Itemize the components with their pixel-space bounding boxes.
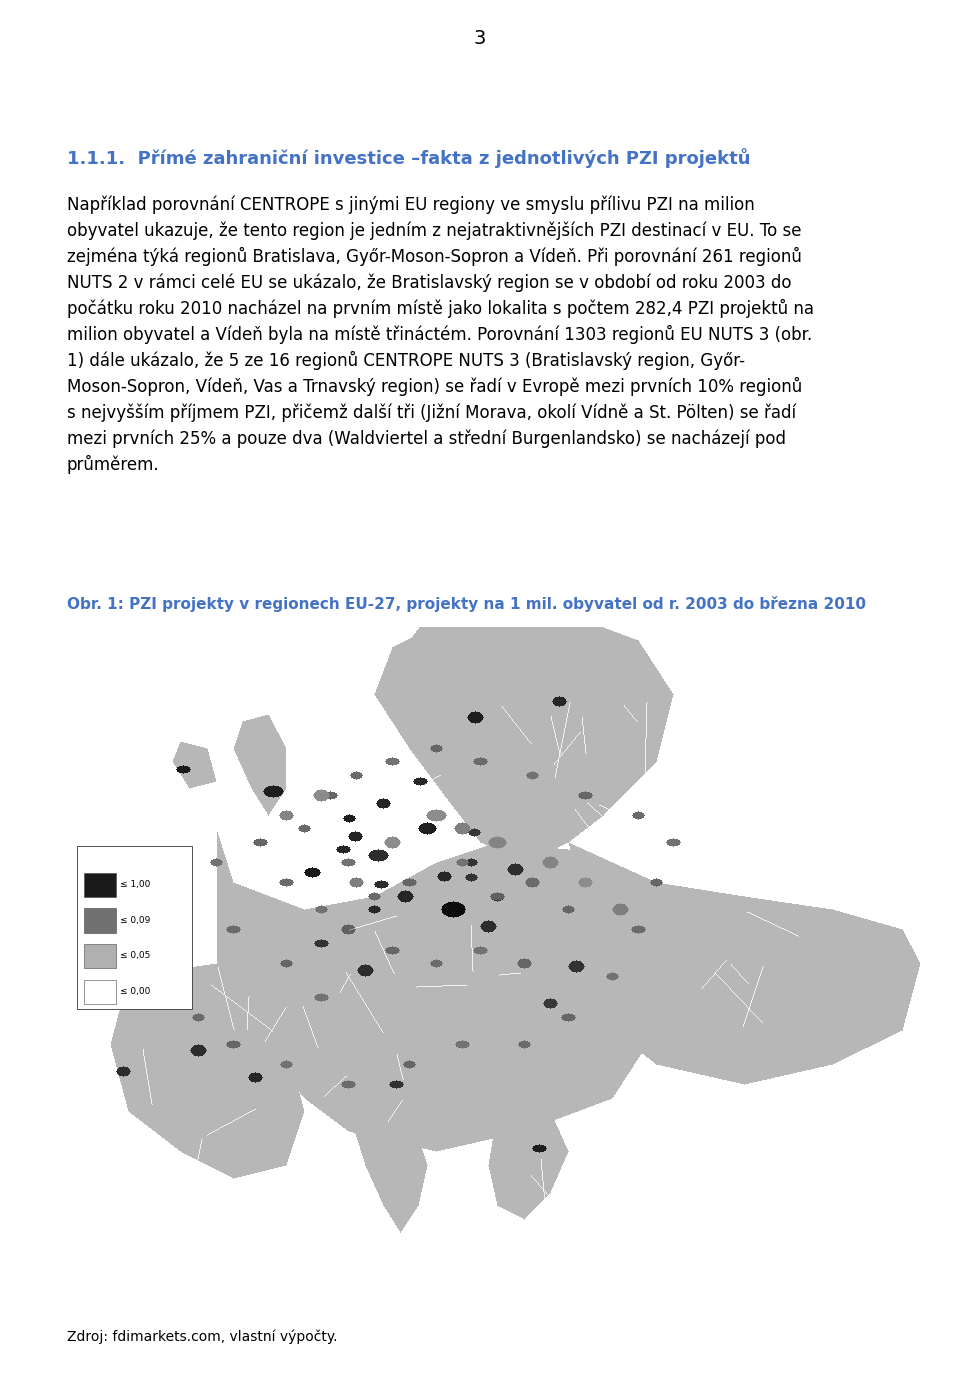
Text: Například porovnání CENTROPE s jinými EU regiony ve smyslu přílivu PZI na milion: Například porovnání CENTROPE s jinými EU… [67,195,755,213]
Text: Zdroj: fdimarkets.com, vlastní výpočty.: Zdroj: fdimarkets.com, vlastní výpočty. [67,1330,338,1344]
Text: 3: 3 [474,29,486,48]
Text: průměrem.: průměrem. [67,454,159,474]
Bar [84,980,116,1004]
Text: Moson-Sopron, Vídeň, Vas a Trnavský region) se řadí v Evropě mezi prvních 10% re: Moson-Sopron, Vídeň, Vas a Trnavský regi… [67,378,803,395]
Text: mezi prvních 25% a pouze dva (Waldviertel a střední Burgenlandsko) se nacházejí : mezi prvních 25% a pouze dva (Waldvierte… [67,428,786,448]
Text: NUTS 2 v rámci celé EU se ukázalo, že Bratislavský region se v období od roku 20: NUTS 2 v rámci celé EU se ukázalo, že Br… [67,273,791,291]
Bar [84,873,116,897]
Bar [77,846,192,1009]
Text: milion obyvatel a Vídeň byla na místě třináctém. Porovnání 1303 regionů EU NUTS : milion obyvatel a Vídeň byla na místě tř… [67,325,812,345]
Text: 1) dále ukázalo, že 5 ze 16 regionů CENTROPE NUTS 3 (Bratislavský region, Győr-: 1) dále ukázalo, že 5 ze 16 regionů CENT… [67,351,745,371]
Text: počátku roku 2010 nacházel na prvním místě jako lokalita s počtem 282,4 PZI proj: počátku roku 2010 nacházel na prvním mís… [67,299,814,319]
Text: ≤ 0,05: ≤ 0,05 [120,951,151,961]
Text: obyvatel ukazuje, že tento region je jedním z nejatraktivnějších PZI destinací v: obyvatel ukazuje, že tento region je jed… [67,221,802,239]
Text: Obr. 1: PZI projekty v regionech EU-27, projekty na 1 mil. obyvatel od r. 2003 d: Obr. 1: PZI projekty v regionech EU-27, … [67,596,866,612]
Text: 1.1.1.  Přímé zahraniční investice –fakta z jednotlivých PZI projektů: 1.1.1. Přímé zahraniční investice –fakta… [67,148,751,168]
Text: s nejvyšším příjmem PZI, přičemž další tři (Jižní Morava, okolí Vídně a St. Pölt: s nejvyšším příjmem PZI, přičemž další t… [67,404,796,422]
Bar [84,909,116,932]
Text: ≤ 0,00: ≤ 0,00 [120,987,151,995]
Text: ≤ 1,00: ≤ 1,00 [120,880,151,890]
Text: zejména týká regionů Bratislava, Győr-Moson-Sopron a Vídeň. Při porovnání 261 re: zejména týká regionů Bratislava, Győr-Mo… [67,247,802,266]
Text: ≤ 0,09: ≤ 0,09 [120,916,151,925]
Bar [84,945,116,968]
